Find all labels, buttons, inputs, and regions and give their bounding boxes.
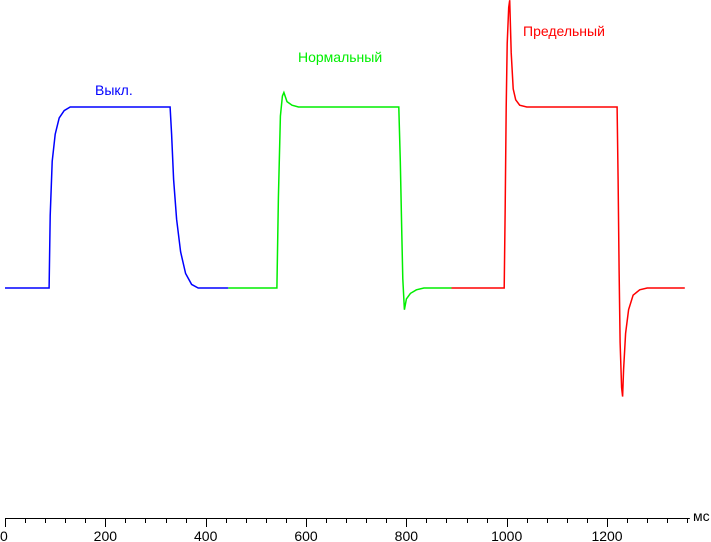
x-tick-label: 1000 bbox=[491, 528, 522, 542]
series-line-1 bbox=[228, 90, 452, 310]
x-tick-label: 800 bbox=[395, 528, 419, 542]
series-line-2 bbox=[451, 0, 685, 397]
x-tick-label: 400 bbox=[194, 528, 218, 542]
x-tick-label: 600 bbox=[294, 528, 318, 542]
series-line-0 bbox=[5, 106, 229, 289]
series-labels: Выкл. Нормальный Предельный bbox=[95, 23, 605, 98]
series-label-normal: Нормальный bbox=[298, 49, 382, 65]
series-label-off: Выкл. bbox=[95, 82, 133, 98]
x-axis: мс 0 200 400 600 800 1000 1200 bbox=[0, 508, 710, 542]
series-layer bbox=[5, 0, 685, 397]
x-tick-label: 200 bbox=[94, 528, 118, 542]
x-tick-label: 1200 bbox=[591, 528, 622, 542]
x-axis-unit-label: мс bbox=[693, 508, 710, 524]
x-tick-label: 0 bbox=[0, 528, 8, 542]
series-label-extreme: Предельный bbox=[523, 23, 605, 39]
